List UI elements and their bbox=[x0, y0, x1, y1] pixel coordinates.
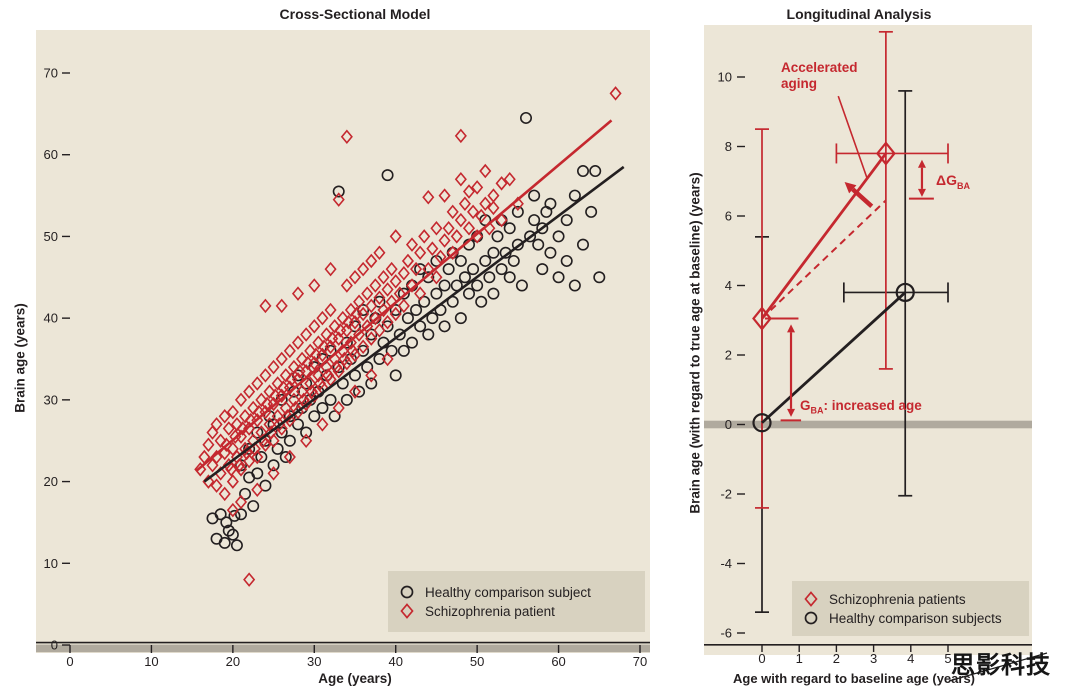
left-x-axis-label: Age (years) bbox=[318, 671, 392, 686]
svg-text:0: 0 bbox=[51, 638, 58, 653]
svg-text:30: 30 bbox=[44, 392, 58, 407]
gba-subscript: BA bbox=[810, 405, 824, 416]
svg-text:20: 20 bbox=[44, 474, 58, 489]
svg-text:70: 70 bbox=[44, 66, 58, 81]
right-axes: 0 1 2 3 4 5 -6 -4 -2 0 2 4 6 8 10 bbox=[718, 70, 952, 667]
legend-item-healthy: Healthy comparison subjects bbox=[802, 610, 1019, 626]
svg-text:20: 20 bbox=[226, 654, 240, 669]
svg-text:2: 2 bbox=[725, 348, 732, 363]
legend-item-schizophrenia: Schizophrenia patient bbox=[398, 603, 635, 619]
svg-text:0: 0 bbox=[725, 417, 732, 432]
left-chart-title: Cross-Sectional Model bbox=[279, 6, 431, 22]
right-x-axis-label: Age with regard to baseline age (years) bbox=[732, 671, 976, 686]
diamond-marker-icon bbox=[400, 603, 414, 619]
legend-label: Schizophrenia patients bbox=[829, 591, 966, 607]
accelerated-aging-annotation: Accelerated aging bbox=[781, 60, 858, 91]
left-scatter-schizophrenia bbox=[194, 86, 622, 587]
svg-text:5: 5 bbox=[944, 651, 951, 666]
svg-text:10: 10 bbox=[44, 556, 58, 571]
right-chart-title: Longitudinal Analysis bbox=[786, 6, 932, 22]
delta-gba-subscript: BA bbox=[956, 180, 970, 191]
svg-text:-6: -6 bbox=[720, 626, 732, 641]
svg-text:1: 1 bbox=[796, 651, 803, 666]
left-legend: Healthy comparison subject Schizophrenia… bbox=[388, 571, 645, 632]
left-axes: 0 10 20 30 40 50 60 70 0 10 20 30 40 50 60 70 bbox=[44, 66, 648, 670]
svg-text:10: 10 bbox=[144, 654, 158, 669]
diamond-marker-icon bbox=[804, 591, 818, 607]
circle-marker-icon bbox=[804, 611, 818, 625]
svg-text:40: 40 bbox=[44, 311, 58, 326]
watermark-swoosh bbox=[948, 652, 1048, 682]
svg-text:-2: -2 bbox=[720, 487, 732, 502]
svg-text:40: 40 bbox=[388, 654, 402, 669]
trend-line-black bbox=[761, 291, 907, 424]
right-panel: 0 1 2 3 4 5 -6 -4 -2 0 2 4 6 8 10 bbox=[704, 25, 1032, 666]
legend-label: Healthy comparison subject bbox=[425, 584, 591, 600]
left-y-axis-label: Brain age (years) bbox=[12, 303, 28, 413]
svg-text:8: 8 bbox=[725, 139, 732, 154]
svg-text:50: 50 bbox=[44, 229, 58, 244]
markers-black bbox=[752, 282, 915, 433]
left-panel: 0 10 20 30 40 50 60 70 0 10 20 30 40 50 60 70 bbox=[36, 30, 650, 669]
svg-text:4: 4 bbox=[907, 651, 914, 666]
svg-text:-4: -4 bbox=[720, 556, 732, 571]
right-y-axis-label: Brain age (with regard to true age at ba… bbox=[687, 172, 703, 514]
svg-text:3: 3 bbox=[870, 651, 877, 666]
delta-gba-text: ΔG bbox=[936, 172, 957, 188]
markers-red bbox=[752, 141, 896, 331]
legend-item-schizophrenia: Schizophrenia patients bbox=[802, 591, 1019, 607]
svg-text:0: 0 bbox=[758, 651, 765, 666]
left-fit-lines bbox=[195, 119, 625, 483]
circle-marker-icon bbox=[400, 585, 414, 599]
right-legend: Schizophrenia patients Healthy compariso… bbox=[792, 581, 1029, 636]
svg-text:10: 10 bbox=[718, 70, 732, 85]
svg-text:60: 60 bbox=[44, 147, 58, 162]
right-annotations bbox=[764, 95, 934, 422]
svg-text:50: 50 bbox=[470, 654, 484, 669]
legend-label: Schizophrenia patient bbox=[425, 603, 555, 619]
delta-gba-annotation: ΔGBA bbox=[936, 172, 970, 191]
svg-text:2: 2 bbox=[833, 651, 840, 666]
watermark: 思影科技 bbox=[951, 652, 1051, 679]
svg-text:70: 70 bbox=[633, 654, 647, 669]
legend-item-healthy: Healthy comparison subject bbox=[398, 584, 635, 600]
svg-text:6: 6 bbox=[725, 209, 732, 224]
svg-text:60: 60 bbox=[551, 654, 565, 669]
gba-suffix: : increased age bbox=[823, 398, 922, 413]
svg-text:0: 0 bbox=[66, 654, 73, 669]
right-plot-area bbox=[704, 30, 1032, 614]
gba-annotation: GBA: increased age bbox=[800, 398, 922, 416]
svg-text:4: 4 bbox=[725, 278, 732, 293]
legend-label: Healthy comparison subjects bbox=[829, 610, 1002, 626]
svg-text:30: 30 bbox=[307, 654, 321, 669]
gba-text: G bbox=[800, 398, 811, 413]
trend-line-red bbox=[760, 152, 887, 320]
